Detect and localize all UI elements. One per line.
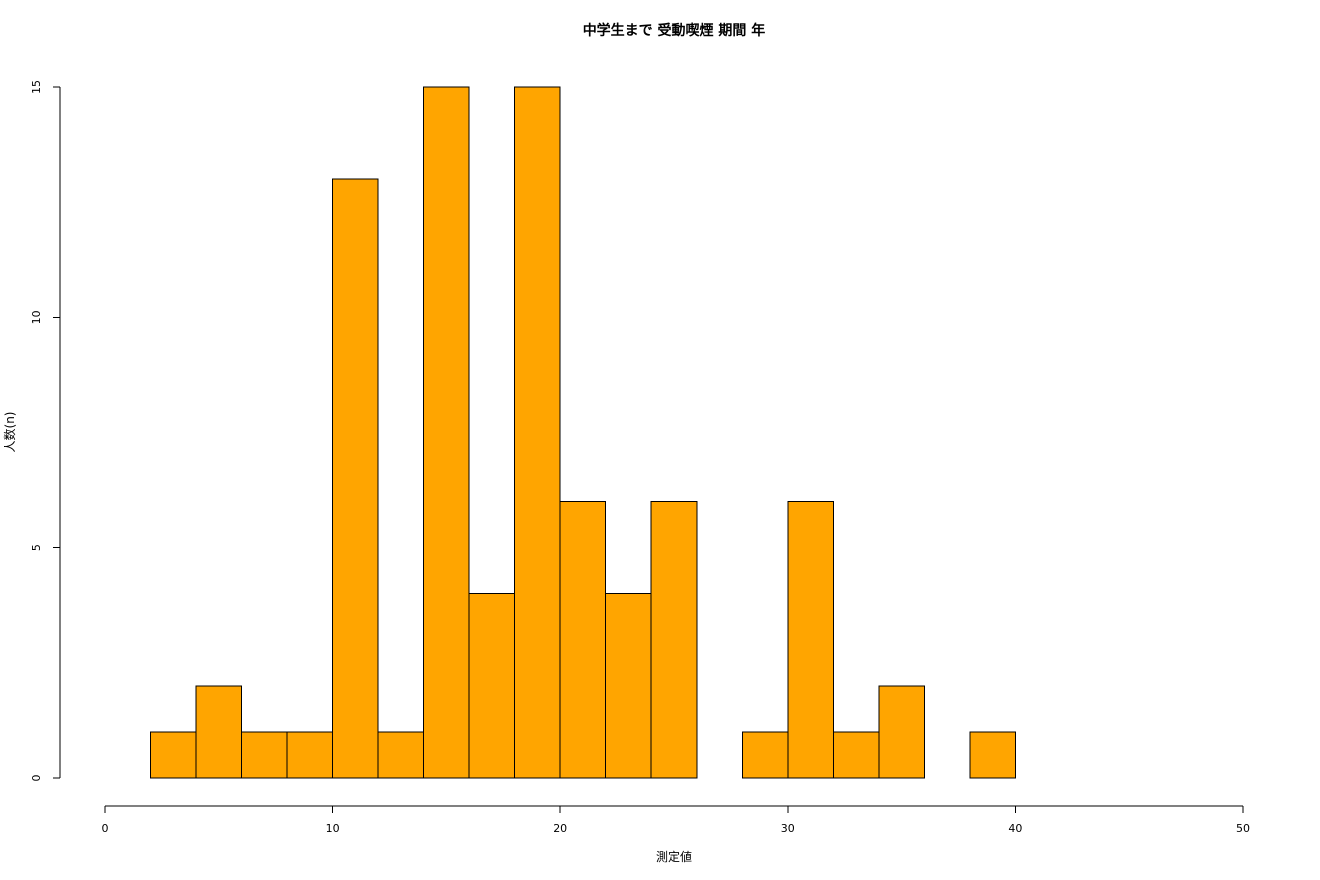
histogram-bar (878, 685, 925, 779)
histogram-bar (559, 501, 607, 779)
histogram-bar (423, 86, 470, 779)
x-tick-label: 40 (1008, 822, 1022, 835)
histogram-bar (332, 178, 379, 779)
y-tick-label: 15 (30, 80, 43, 94)
histogram-bar (650, 501, 698, 779)
bars-group (150, 86, 1016, 779)
x-tick-label: 30 (781, 822, 795, 835)
y-tick-label: 0 (30, 775, 43, 782)
y-axis: 0 5 10 15 (30, 80, 61, 782)
histogram-bar (195, 685, 243, 779)
histogram-bar (514, 86, 561, 779)
y-tick-label: 5 (30, 544, 43, 551)
histogram-bar (468, 593, 516, 779)
histogram-bar (377, 731, 425, 779)
y-axis-label: 人数(n) (2, 412, 17, 453)
y-tick-label: 10 (30, 310, 43, 324)
x-axis: 0 10 20 30 40 50 (102, 805, 1250, 835)
x-tick-label: 20 (553, 822, 567, 835)
histogram-bar (150, 731, 197, 779)
x-tick-label: 0 (102, 822, 109, 835)
x-axis-label: 測定値 (656, 849, 692, 864)
histogram-bar (286, 731, 334, 779)
histogram-bar (969, 731, 1016, 779)
histogram-bar (787, 501, 834, 779)
chart-title: 中学生まで 受動喫煙 期間 年 (583, 22, 766, 39)
x-tick-label: 50 (1236, 822, 1250, 835)
histogram-bar (741, 731, 789, 779)
histogram-bar (832, 731, 880, 779)
histogram-bar (241, 731, 288, 779)
x-tick-label: 10 (326, 822, 340, 835)
histogram-bar (605, 593, 652, 779)
